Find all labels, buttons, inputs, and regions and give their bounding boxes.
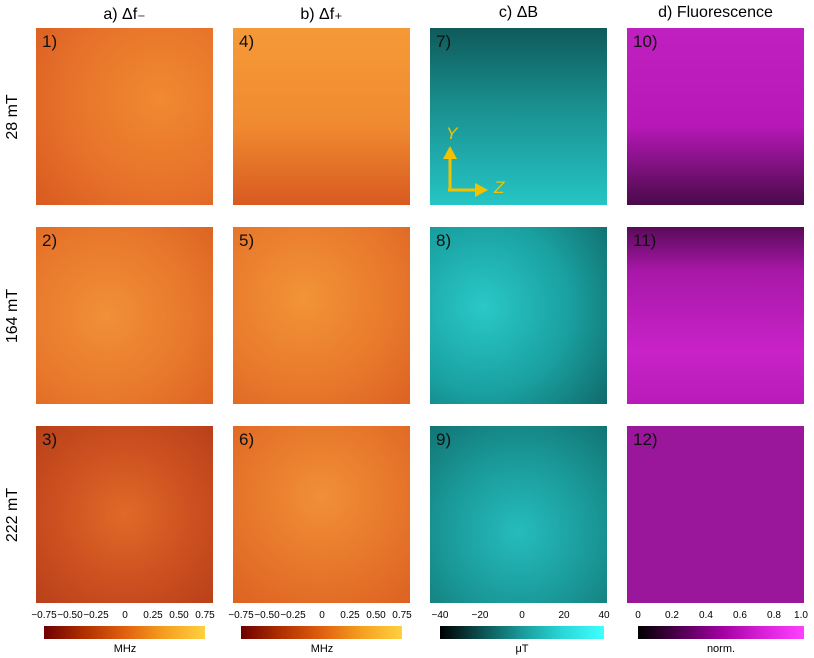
colorbar-tick: −40 (431, 610, 449, 621)
colorbar-tick: 0.8 (767, 610, 781, 621)
panel-number: 7) (436, 32, 452, 51)
colorbar-tick: 0.75 (195, 610, 215, 621)
colorbar-unit: MHz (310, 643, 334, 655)
panel-10: 10) (627, 28, 804, 205)
panel-number: 3) (42, 430, 58, 449)
panel-11: 11) (627, 227, 804, 404)
colorbar-tick: 0.2 (665, 610, 679, 621)
panel-3: 3) (36, 426, 213, 603)
panel-number: 6) (239, 430, 255, 449)
colorbar-b: −0.75 −0.50 −0.25 0 0.25 0.50 0.75 MHz (228, 610, 412, 658)
colorbar-gradient (440, 626, 604, 639)
colorbar-tick: 0 (319, 610, 325, 621)
panel-12: 12) (627, 426, 804, 603)
y-arrowhead-icon (443, 146, 457, 159)
colorbar-tick: 20 (558, 610, 570, 621)
row-label-222mt: 222 mT (4, 487, 21, 542)
panel-4: 4) (233, 28, 410, 205)
colorbar-tick: 40 (598, 610, 610, 621)
column-title-c: c) ΔB (498, 4, 539, 21)
colorbar-unit: MHz (113, 643, 137, 655)
colorbar-unit: μT (515, 643, 529, 655)
colorbar-tick: −0.75 (228, 610, 254, 621)
colorbar-tick: 1.0 (794, 610, 808, 621)
row-label-164mt: 164 mT (4, 288, 21, 343)
panel-number: 10) (633, 32, 658, 51)
colorbar-tick: 0.75 (392, 610, 412, 621)
colorbar-tick: 0 (635, 610, 641, 621)
colorbar-tick: 0.25 (340, 610, 360, 621)
colorbar-c: −40 −20 0 20 40 μT (430, 610, 610, 658)
axes-indicator (443, 146, 488, 197)
colorbar-gradient (44, 626, 205, 639)
panel-6: 6) (233, 426, 410, 603)
colorbar-d: 0 0.2 0.4 0.6 0.8 1.0 norm. (627, 610, 814, 658)
panel-number: 2) (42, 231, 58, 250)
column-title-a: a) Δf₋ (103, 6, 146, 23)
panel-number: 4) (239, 32, 255, 51)
colorbar-tick: 0.25 (143, 610, 163, 621)
panel-number: 8) (436, 231, 452, 250)
colorbar-gradient (638, 626, 804, 639)
colorbar-tick: 0 (122, 610, 128, 621)
colorbar-tick: 0 (519, 610, 525, 621)
row-label-28mt: 28 mT (4, 93, 21, 140)
panel-1: 1) (36, 28, 213, 205)
colorbar-unit: norm. (706, 643, 736, 655)
colorbar-tick: −0.50 (57, 610, 83, 621)
colorbar-tick: −0.25 (280, 610, 306, 621)
colorbar-tick: 0.50 (366, 610, 386, 621)
colorbar-gradient (241, 626, 402, 639)
panel-number: 11) (633, 231, 657, 250)
colorbar-tick: 0.4 (699, 610, 713, 621)
panel-9: 9) (430, 426, 607, 603)
colorbar-a: −0.75 −0.50 −0.25 0 0.25 0.50 0.75 MHz (31, 610, 215, 658)
panel-number: 5) (239, 231, 255, 250)
column-title-b: b) Δf₊ (300, 6, 343, 23)
panel-5: 5) (233, 227, 410, 404)
colorbar-tick: 0.6 (733, 610, 747, 621)
z-arrowhead-icon (475, 183, 488, 197)
colorbar-tick: 0.50 (169, 610, 189, 621)
panel-number: 12) (633, 430, 658, 449)
z-axis-label: Z (494, 178, 505, 197)
panel-number: 1) (42, 32, 58, 51)
colorbar-tick: −20 (471, 610, 489, 621)
panel-2: 2) (36, 227, 213, 404)
column-title-d: d) Fluorescence (658, 4, 773, 21)
y-axis-label: Y (446, 124, 458, 143)
colorbar-tick: −0.50 (254, 610, 280, 621)
colorbar-tick: −0.25 (83, 610, 109, 621)
panel-8: 8) (430, 227, 607, 404)
panel-7: 7) Y Z (430, 28, 607, 205)
colorbar-tick: −0.75 (31, 610, 57, 621)
panel-number: 9) (436, 430, 452, 449)
